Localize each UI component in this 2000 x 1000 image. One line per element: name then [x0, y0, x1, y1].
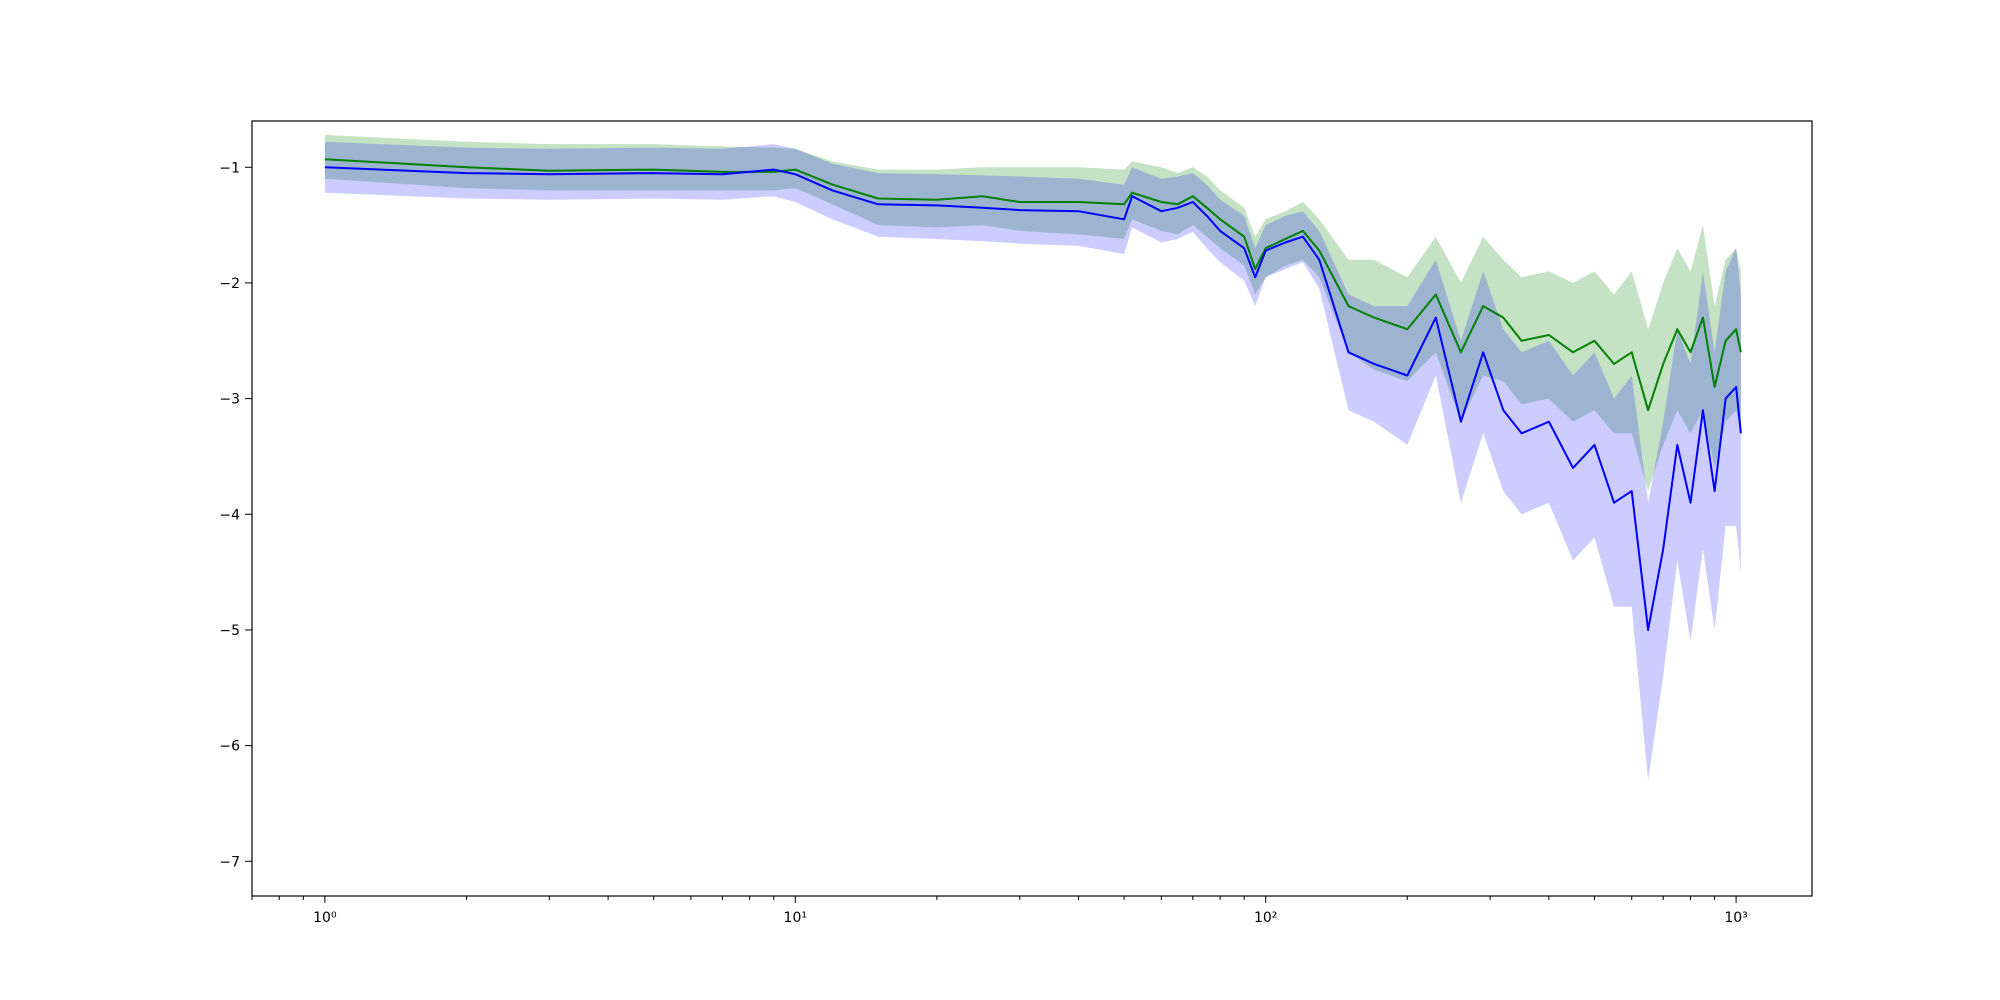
y-tick-label: −3	[219, 392, 240, 408]
series-1-band	[324, 141, 1741, 781]
confidence-bands	[324, 134, 1741, 781]
x-tick-label: 10⁰	[313, 910, 337, 926]
x-tick-label: 10²	[1254, 910, 1277, 926]
series-0-band	[324, 134, 1741, 492]
y-tick-label: −2	[219, 276, 240, 292]
series-lines	[324, 158, 1742, 631]
series-1-line	[324, 166, 1742, 631]
x-tick-label: 10¹	[784, 910, 807, 926]
y-tick-label: −1	[219, 160, 240, 176]
y-tick-label: −4	[219, 507, 240, 523]
series-0-line	[324, 158, 1742, 412]
x-tick-label: 10³	[1724, 910, 1747, 926]
plot-frame	[251, 120, 1813, 897]
y-axis: −1 −2 −3 −4 −5 −6 −7	[219, 160, 252, 870]
y-tick-label: −5	[219, 623, 240, 639]
y-tick-label: −7	[219, 854, 240, 870]
x-axis: 10⁰ 10¹ 10² 10³	[251, 896, 1748, 926]
y-tick-label: −6	[219, 739, 240, 755]
